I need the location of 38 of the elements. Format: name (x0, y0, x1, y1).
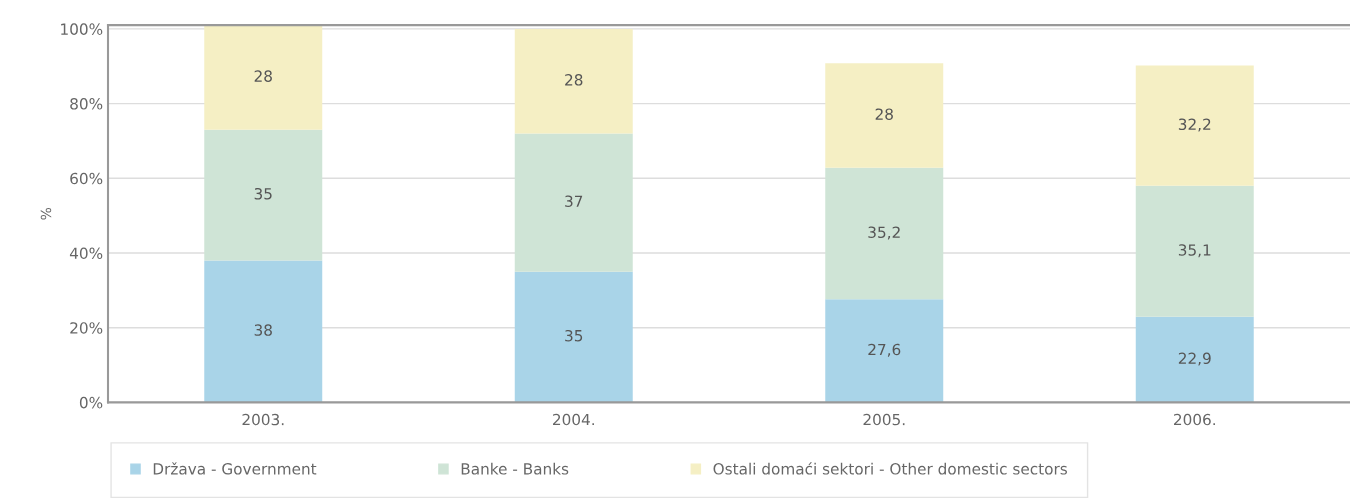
data-label: 35 (254, 187, 272, 200)
data-label: 28 (565, 74, 583, 86)
y-tick-label: 0% (79, 396, 103, 409)
bar (204, 25, 323, 130)
bar (825, 63, 944, 168)
bar (204, 129, 323, 261)
bar (1135, 65, 1254, 186)
y-tick-label: 20% (70, 322, 103, 334)
legend-label: Banke - Banks (461, 462, 569, 475)
data-label: 28 (254, 70, 272, 82)
bar (825, 167, 944, 300)
legend-label: Država - Government (153, 462, 317, 475)
data-label: 27,6 (868, 343, 901, 357)
bar (514, 271, 633, 403)
data-label: 38 (254, 324, 272, 336)
bar (825, 299, 944, 403)
y-tick-label: 100% (61, 23, 103, 35)
x-tick-label: 2005. (863, 413, 905, 426)
bar (204, 260, 323, 403)
data-label: 35,2 (868, 226, 900, 240)
x-tick-label: 2006. (1174, 413, 1215, 426)
y-tick-label: 80% (70, 98, 103, 110)
data-label: 32,2 (1178, 118, 1211, 132)
bar (514, 28, 633, 134)
y-tick-label: 60% (70, 172, 103, 185)
x-tick-label: 2004. (553, 413, 594, 426)
data-label: 35,1 (1178, 244, 1211, 258)
data-label: 28 (875, 108, 893, 120)
legend-label: Ostali domaći sektori - Other domestic sectors (713, 462, 1068, 475)
bar (1135, 185, 1254, 317)
data-label: 22,9 (1178, 352, 1211, 366)
data-label: 37 (565, 195, 583, 207)
bar (1135, 316, 1254, 403)
x-tick-label: 2003. (242, 413, 284, 426)
y-tick-label: 40% (69, 247, 103, 260)
y-axis-title: % (40, 207, 52, 220)
bar (514, 133, 633, 272)
data-label: 35 (565, 329, 583, 342)
